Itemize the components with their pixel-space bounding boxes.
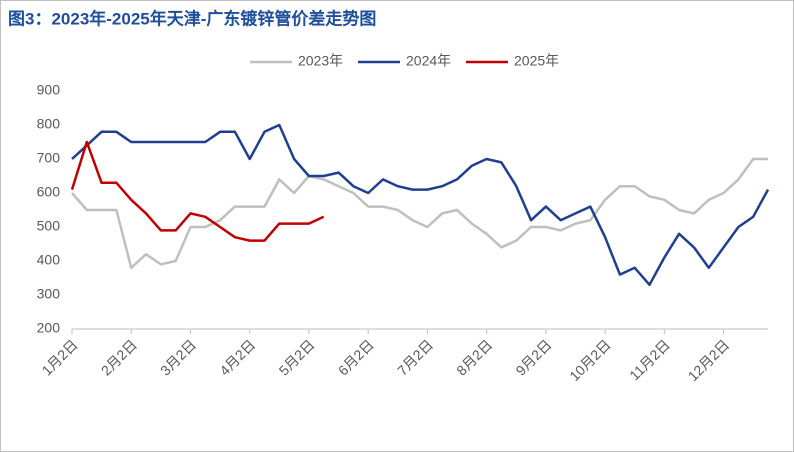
y-tick-label: 400 bbox=[37, 252, 61, 268]
y-tick-label: 300 bbox=[37, 286, 61, 302]
y-tick-label: 600 bbox=[37, 184, 61, 200]
y-tick-label: 800 bbox=[37, 116, 61, 132]
y-tick-label: 500 bbox=[37, 218, 61, 234]
y-tick-label: 900 bbox=[37, 82, 61, 98]
legend-label: 2025年 bbox=[514, 53, 559, 69]
line-series bbox=[70, 140, 325, 242]
line-series bbox=[71, 123, 770, 287]
chart-title: 图3：2023年-2025年天津-广东镀锌管价差走势图 bbox=[8, 8, 376, 28]
legend-label: 2024年 bbox=[406, 53, 451, 69]
legend-label: 2023年 bbox=[298, 53, 343, 69]
y-tick-label: 700 bbox=[37, 150, 61, 166]
y-tick-label: 200 bbox=[37, 320, 61, 336]
line-series bbox=[71, 157, 768, 270]
